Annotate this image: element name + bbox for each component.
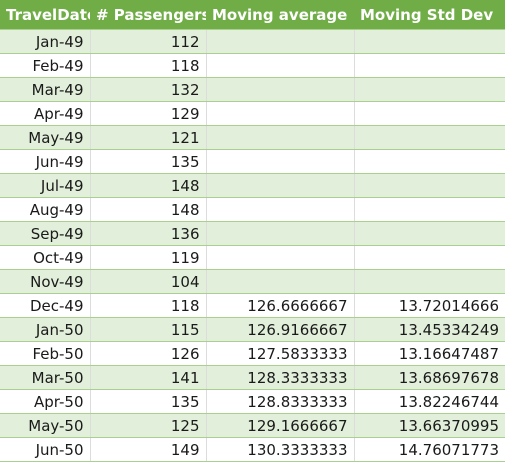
moving-std-dev-cell[interactable] xyxy=(354,174,505,198)
table-row: Nov-49 104 xyxy=(0,270,505,294)
table-row: Feb-49 118 xyxy=(0,54,505,78)
travel-date-cell[interactable]: Sep-49 xyxy=(0,222,90,246)
passengers-cell[interactable]: 129 xyxy=(90,102,206,126)
passengers-cell[interactable]: 126 xyxy=(90,342,206,366)
passengers-cell[interactable]: 118 xyxy=(90,54,206,78)
moving-std-dev-cell[interactable] xyxy=(354,150,505,174)
moving-average-cell[interactable] xyxy=(206,102,354,126)
passengers-cell[interactable]: 136 xyxy=(90,222,206,246)
moving-std-dev-cell[interactable]: 13.68697678 xyxy=(354,366,505,390)
moving-std-dev-cell[interactable]: 13.82246744 xyxy=(354,390,505,414)
travel-date-cell[interactable]: May-49 xyxy=(0,126,90,150)
header-row: TravelDate # Passengers Moving average M… xyxy=(0,0,505,30)
travel-date-cell[interactable]: Aug-49 xyxy=(0,198,90,222)
moving-average-cell[interactable] xyxy=(206,54,354,78)
moving-average-cell[interactable]: 127.5833333 xyxy=(206,342,354,366)
passengers-cell[interactable]: 115 xyxy=(90,318,206,342)
travel-date-cell[interactable]: Jun-50 xyxy=(0,438,90,462)
moving-std-dev-cell[interactable] xyxy=(354,102,505,126)
moving-std-dev-cell[interactable]: 13.72014666 xyxy=(354,294,505,318)
moving-average-cell[interactable] xyxy=(206,174,354,198)
moving-average-cell[interactable] xyxy=(206,246,354,270)
moving-std-dev-cell[interactable] xyxy=(354,54,505,78)
moving-average-cell[interactable] xyxy=(206,126,354,150)
passengers-cell[interactable]: 104 xyxy=(90,270,206,294)
moving-average-cell[interactable]: 128.3333333 xyxy=(206,366,354,390)
travel-date-cell[interactable]: Mar-49 xyxy=(0,78,90,102)
table-row: Aug-49 148 xyxy=(0,198,505,222)
table-row: Oct-49 119 xyxy=(0,246,505,270)
table-row: Jul-49 148 xyxy=(0,174,505,198)
travel-date-cell[interactable]: Feb-49 xyxy=(0,54,90,78)
table-row: Mar-50 141 128.3333333 13.68697678 xyxy=(0,366,505,390)
moving-average-cell[interactable] xyxy=(206,78,354,102)
moving-std-dev-cell[interactable]: 14.76071773 xyxy=(354,438,505,462)
table-row: Jan-49 112 xyxy=(0,30,505,54)
table-row: May-49 121 xyxy=(0,126,505,150)
table-body: Jan-49 112 Feb-49 118 Mar-49 132 Apr-49 129 May-… xyxy=(0,30,505,462)
moving-std-dev-cell[interactable]: 13.45334249 xyxy=(354,318,505,342)
travel-date-cell[interactable]: Jan-49 xyxy=(0,30,90,54)
moving-average-cell[interactable] xyxy=(206,198,354,222)
table-row: May-50 125 129.1666667 13.66370995 xyxy=(0,414,505,438)
travel-date-cell[interactable]: Oct-49 xyxy=(0,246,90,270)
moving-std-dev-cell[interactable] xyxy=(354,30,505,54)
travel-date-cell[interactable]: Apr-49 xyxy=(0,102,90,126)
table-row: Apr-49 129 xyxy=(0,102,505,126)
passengers-cell[interactable]: 148 xyxy=(90,198,206,222)
travel-date-cell[interactable]: May-50 xyxy=(0,414,90,438)
passengers-cell[interactable]: 132 xyxy=(90,78,206,102)
moving-average-cell[interactable]: 126.6666667 xyxy=(206,294,354,318)
passengers-cell[interactable]: 148 xyxy=(90,174,206,198)
travel-date-cell[interactable]: Mar-50 xyxy=(0,366,90,390)
travel-date-cell[interactable]: Nov-49 xyxy=(0,270,90,294)
table-row: Mar-49 132 xyxy=(0,78,505,102)
passengers-cell[interactable]: 141 xyxy=(90,366,206,390)
moving-std-dev-cell[interactable]: 13.16647487 xyxy=(354,342,505,366)
travel-date-cell[interactable]: Jan-50 xyxy=(0,318,90,342)
passengers-cell[interactable]: 125 xyxy=(90,414,206,438)
travel-date-cell[interactable]: Jun-49 xyxy=(0,150,90,174)
table-row: Jun-50 149 130.3333333 14.76071773 xyxy=(0,438,505,462)
moving-average-cell[interactable]: 128.8333333 xyxy=(206,390,354,414)
moving-std-dev-cell[interactable] xyxy=(354,198,505,222)
header-passengers[interactable]: # Passengers xyxy=(90,0,206,30)
moving-average-cell[interactable] xyxy=(206,30,354,54)
moving-average-cell[interactable] xyxy=(206,150,354,174)
moving-std-dev-cell[interactable] xyxy=(354,246,505,270)
passengers-cell[interactable]: 118 xyxy=(90,294,206,318)
header-moving-average[interactable]: Moving average xyxy=(206,0,354,30)
travel-date-cell[interactable]: Apr-50 xyxy=(0,390,90,414)
travel-date-cell[interactable]: Jul-49 xyxy=(0,174,90,198)
header-moving-std-dev[interactable]: Moving Std Dev xyxy=(354,0,505,30)
moving-average-cell[interactable] xyxy=(206,270,354,294)
moving-average-cell[interactable]: 126.9166667 xyxy=(206,318,354,342)
moving-std-dev-cell[interactable]: 13.66370995 xyxy=(354,414,505,438)
passengers-cell[interactable]: 135 xyxy=(90,390,206,414)
table-row: Jan-50 115 126.9166667 13.45334249 xyxy=(0,318,505,342)
moving-average-cell[interactable]: 129.1666667 xyxy=(206,414,354,438)
moving-average-cell[interactable]: 130.3333333 xyxy=(206,438,354,462)
table-row: Sep-49 136 xyxy=(0,222,505,246)
table-row: Jun-49 135 xyxy=(0,150,505,174)
moving-std-dev-cell[interactable] xyxy=(354,126,505,150)
passengers-cell[interactable]: 121 xyxy=(90,126,206,150)
travel-date-cell[interactable]: Feb-50 xyxy=(0,342,90,366)
moving-std-dev-cell[interactable] xyxy=(354,270,505,294)
passengers-cell[interactable]: 119 xyxy=(90,246,206,270)
moving-average-cell[interactable] xyxy=(206,222,354,246)
table-row: Feb-50 126 127.5833333 13.16647487 xyxy=(0,342,505,366)
passengers-cell[interactable]: 112 xyxy=(90,30,206,54)
table-row: Dec-49 118 126.6666667 13.72014666 xyxy=(0,294,505,318)
passengers-cell[interactable]: 149 xyxy=(90,438,206,462)
passengers-cell[interactable]: 135 xyxy=(90,150,206,174)
travel-date-cell[interactable]: Dec-49 xyxy=(0,294,90,318)
moving-std-dev-cell[interactable] xyxy=(354,222,505,246)
table-row: Apr-50 135 128.8333333 13.82246744 xyxy=(0,390,505,414)
header-travel-date[interactable]: TravelDate xyxy=(0,0,90,30)
moving-std-dev-cell[interactable] xyxy=(354,78,505,102)
